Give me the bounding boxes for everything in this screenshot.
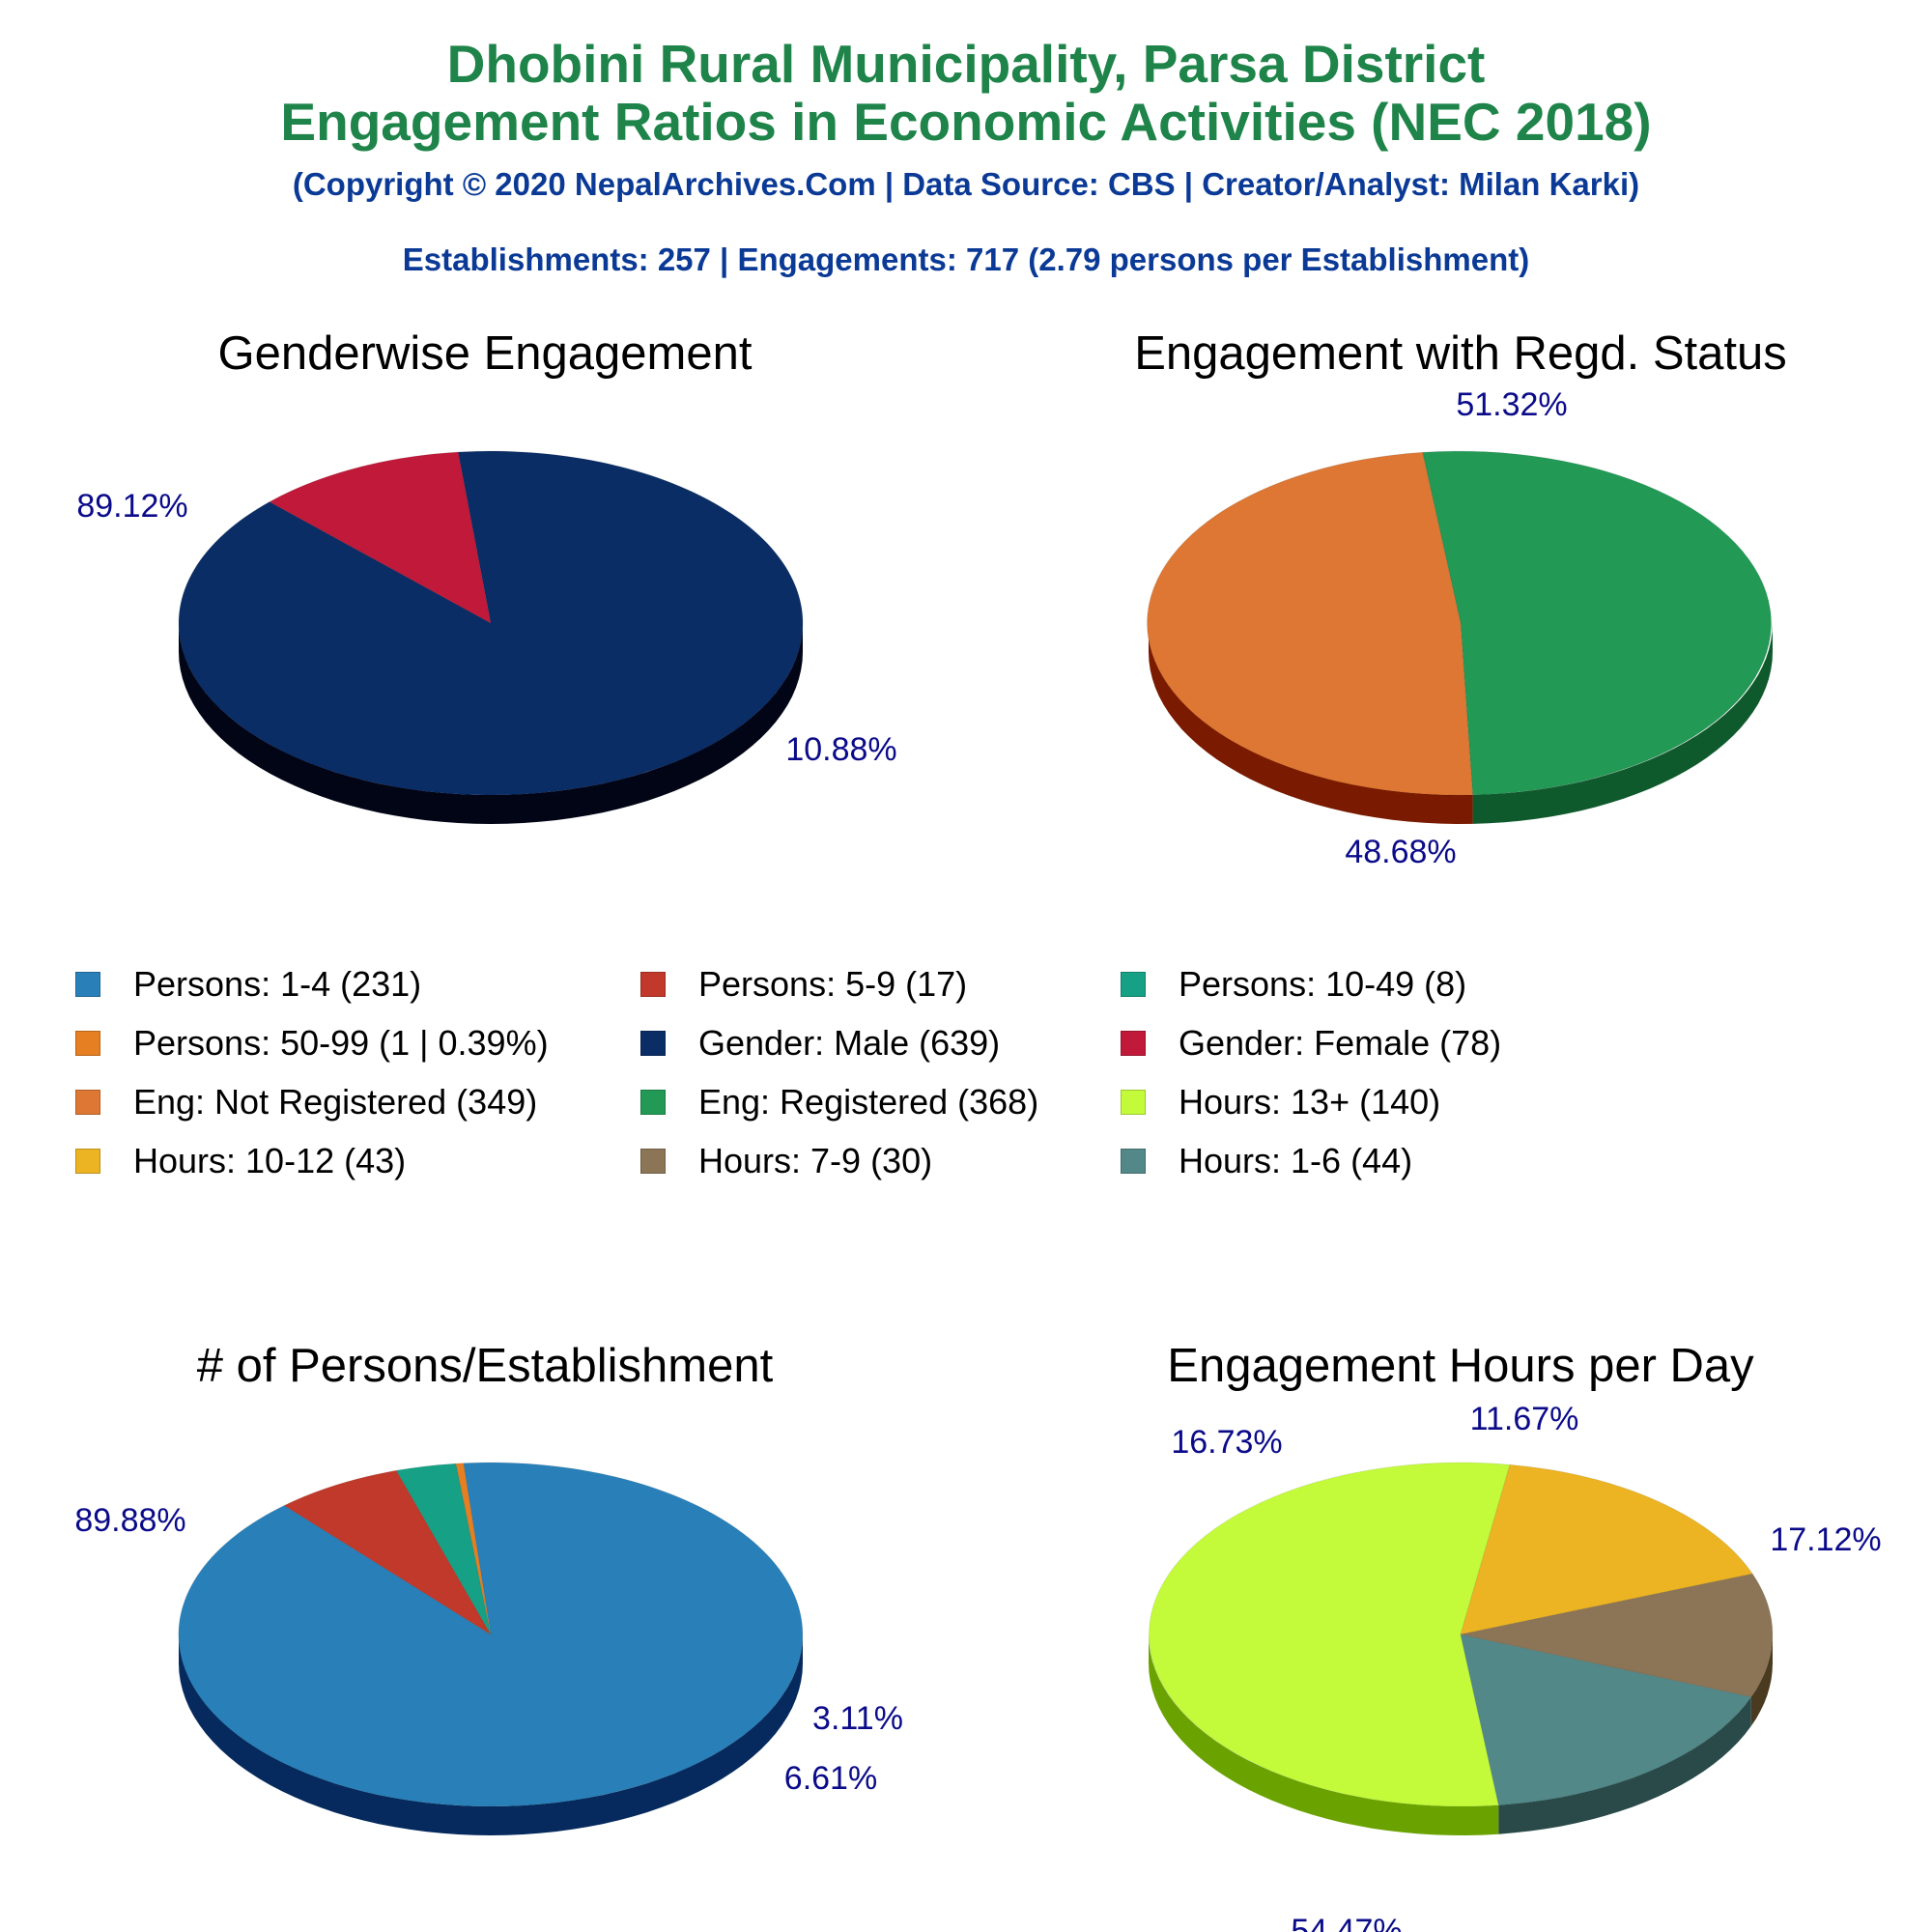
stats-line: Establishments: 257 | Engagements: 717 (… xyxy=(402,242,1530,277)
pie-side-wall xyxy=(1472,623,1773,824)
pie-side-wall xyxy=(1498,1696,1751,1834)
legend-label: Persons: 1-4 (231) xyxy=(133,964,422,1004)
pie-slice xyxy=(395,1463,492,1635)
pie-percent-label: 48.68% xyxy=(1345,834,1456,870)
pie-percent-label: 51.32% xyxy=(1456,386,1567,423)
legend-label: Eng: Not Registered (349) xyxy=(133,1082,538,1122)
legend-swatch xyxy=(1121,1149,1146,1174)
legend-label: Eng: Registered (368) xyxy=(698,1082,1039,1122)
legend-item: Hours: 13+ (140) xyxy=(1121,1082,1440,1122)
pie-title-hours: Engagement Hours per Day xyxy=(1167,1340,1754,1392)
pie-slice xyxy=(1460,1634,1752,1806)
legend-swatch xyxy=(75,1031,100,1056)
legend-item: Persons: 50-99 (1 | 0.39%) xyxy=(75,1023,549,1064)
pie-side-wall xyxy=(1149,1634,1499,1835)
legend-item: Persons: 5-9 (17) xyxy=(640,964,967,1005)
pie-title-gender: Genderwise Engagement xyxy=(217,327,753,380)
legend-label: Gender: Male (639) xyxy=(698,1023,1001,1063)
pie-side-wall xyxy=(1750,1634,1773,1726)
legend-label: Persons: 10-49 (8) xyxy=(1179,964,1467,1004)
legend-label: Hours: 10-12 (43) xyxy=(133,1141,407,1180)
pie-title-persons: # of Persons/Establishment xyxy=(196,1340,774,1392)
pie-slice xyxy=(178,1462,804,1807)
pie-slice xyxy=(1147,451,1474,796)
pie-slice xyxy=(283,1469,492,1635)
pie-title-registration: Engagement with Regd. Status xyxy=(1134,327,1787,380)
pie-slice xyxy=(1460,1463,1754,1635)
pie-side-wall xyxy=(1149,623,1473,824)
pie-slice xyxy=(1421,450,1772,796)
pie-percent-label: 11.67% xyxy=(1470,1401,1579,1437)
pie-percent-label: 89.88% xyxy=(74,1502,185,1539)
legend-swatch xyxy=(640,1149,666,1174)
legend-item: Persons: 10-49 (8) xyxy=(1121,964,1466,1005)
pie-side-wall xyxy=(179,1634,803,1835)
pie-slice xyxy=(268,451,492,624)
pie-slice xyxy=(1460,1573,1774,1698)
legend-item: Eng: Not Registered (349) xyxy=(75,1082,537,1122)
legend-swatch xyxy=(75,1149,100,1174)
chart-title-line1: Dhobini Rural Municipality, Parsa Distri… xyxy=(446,34,1486,94)
pie-percent-label: 10.88% xyxy=(785,731,896,768)
legend-label: Persons: 50-99 (1 | 0.39%) xyxy=(133,1023,549,1063)
legend-label: Gender: Female (78) xyxy=(1179,1023,1502,1063)
pie-slice xyxy=(178,450,804,796)
legend-swatch xyxy=(640,972,666,997)
legend-swatch xyxy=(640,1090,666,1115)
legend-label: Hours: 13+ (140) xyxy=(1179,1082,1441,1122)
pie-percent-label: 17.12% xyxy=(1770,1521,1881,1558)
pie-percent-label: 6.61% xyxy=(784,1760,877,1797)
legend-item: Eng: Registered (368) xyxy=(640,1082,1038,1122)
legend-item: Gender: Female (78) xyxy=(1121,1023,1501,1064)
legend-swatch xyxy=(75,972,100,997)
copyright-line: (Copyright © 2020 NepalArchives.Com | Da… xyxy=(292,166,1640,202)
legend-swatch xyxy=(75,1090,100,1115)
chart-title-line2: Engagement Ratios in Economic Activities… xyxy=(280,92,1652,152)
legend-label: Persons: 5-9 (17) xyxy=(698,964,968,1004)
pie-slice xyxy=(1149,1462,1511,1807)
legend-item: Hours: 7-9 (30) xyxy=(640,1141,932,1181)
pie-percent-label: 89.12% xyxy=(76,488,187,525)
legend-swatch xyxy=(1121,1090,1146,1115)
pie-side-wall xyxy=(179,623,803,824)
legend-swatch xyxy=(640,1031,666,1056)
legend-swatch xyxy=(1121,972,1146,997)
legend-item: Hours: 1-6 (44) xyxy=(1121,1141,1412,1181)
pie-slice xyxy=(455,1463,492,1635)
pie-percent-label: 54.47% xyxy=(1291,1913,1402,1932)
legend-label: Hours: 7-9 (30) xyxy=(698,1141,933,1180)
legend-item: Gender: Male (639) xyxy=(640,1023,1000,1064)
legend-swatch xyxy=(1121,1031,1146,1056)
pie-percent-label: 16.73% xyxy=(1171,1424,1282,1461)
pie-percent-label: 3.11% xyxy=(812,1700,903,1737)
legend-item: Hours: 10-12 (43) xyxy=(75,1141,406,1181)
legend-label: Hours: 1-6 (44) xyxy=(1179,1141,1413,1180)
legend-item: Persons: 1-4 (231) xyxy=(75,964,421,1005)
